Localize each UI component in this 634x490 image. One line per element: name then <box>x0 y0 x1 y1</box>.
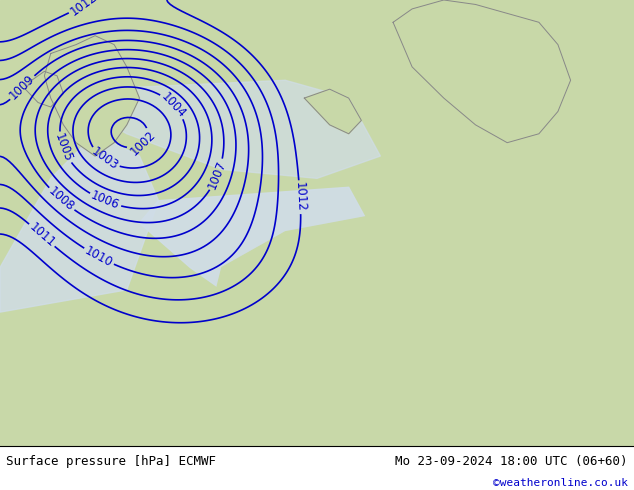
Text: 1006: 1006 <box>89 189 121 213</box>
Polygon shape <box>178 201 634 446</box>
Polygon shape <box>25 72 63 107</box>
Polygon shape <box>178 312 634 446</box>
Text: 1012: 1012 <box>293 182 307 213</box>
Polygon shape <box>393 0 571 143</box>
Text: 1004: 1004 <box>158 90 188 121</box>
Text: 1011: 1011 <box>26 220 57 250</box>
Text: 1005: 1005 <box>52 132 75 164</box>
Text: 1009: 1009 <box>7 73 37 102</box>
Polygon shape <box>44 36 139 156</box>
Text: ©weatheronline.co.uk: ©weatheronline.co.uk <box>493 478 628 489</box>
Text: 1010: 1010 <box>82 244 115 270</box>
Text: 1012: 1012 <box>68 0 100 19</box>
Text: 1007: 1007 <box>206 159 229 191</box>
Text: Surface pressure [hPa] ECMWF: Surface pressure [hPa] ECMWF <box>6 455 216 468</box>
Text: 1008: 1008 <box>46 185 77 214</box>
Polygon shape <box>0 0 634 446</box>
Polygon shape <box>304 89 361 134</box>
Text: Mo 23-09-2024 18:00 UTC (06+60): Mo 23-09-2024 18:00 UTC (06+60) <box>395 455 628 468</box>
Polygon shape <box>139 187 380 312</box>
Polygon shape <box>0 134 158 312</box>
Text: 1003: 1003 <box>89 145 120 173</box>
Text: 1002: 1002 <box>127 128 158 158</box>
Polygon shape <box>63 80 380 178</box>
